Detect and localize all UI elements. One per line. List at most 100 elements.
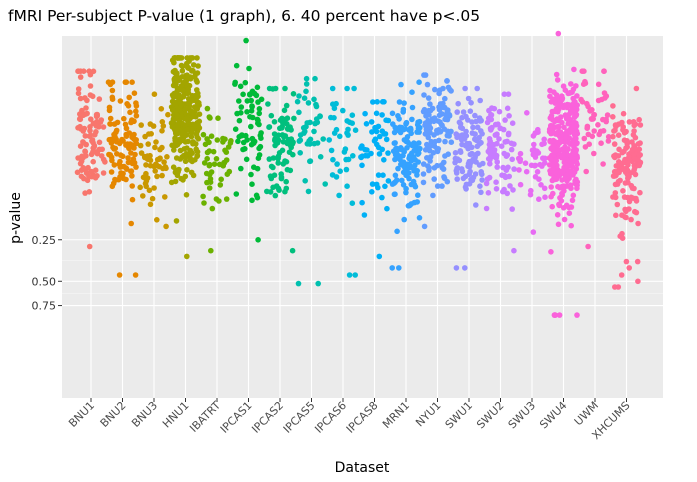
data-point: [117, 98, 124, 104]
data-point: [151, 91, 158, 97]
data-point: [246, 65, 252, 72]
data-point: [349, 200, 356, 206]
data-point: [427, 129, 433, 136]
data-point: [421, 223, 428, 230]
data-point: [277, 125, 283, 132]
data-point: [283, 185, 290, 192]
data-point: [561, 216, 568, 223]
data-point: [473, 137, 480, 144]
data-point: [352, 272, 359, 278]
data-point: [615, 132, 622, 138]
x-tick-label: SWU1: [443, 399, 475, 431]
data-point: [303, 81, 310, 87]
data-point: [637, 160, 643, 167]
data-point: [601, 68, 607, 74]
data-point: [635, 141, 642, 147]
data-point: [243, 37, 249, 44]
data-point: [633, 209, 640, 216]
data-point: [182, 106, 189, 113]
data-point: [133, 108, 139, 115]
x-axis: BNU1 BNU2 BNU3 HNU1IBATRTIPCAS1IPCAS2IPCAS5…: [66, 398, 633, 442]
data-point: [612, 190, 619, 196]
data-point: [423, 113, 429, 119]
data-point: [160, 123, 167, 129]
data-point: [610, 173, 617, 179]
data-point: [403, 167, 410, 174]
data-point: [396, 99, 403, 105]
data-point: [453, 265, 460, 271]
data-point: [82, 133, 89, 139]
data-point: [615, 284, 622, 290]
data-point: [266, 85, 273, 92]
data-point: [493, 186, 500, 192]
data-point: [541, 136, 547, 143]
data-point: [626, 265, 632, 271]
data-point: [271, 119, 278, 125]
data-point: [191, 97, 197, 104]
data-point: [331, 115, 337, 121]
data-point: [611, 153, 617, 159]
data-point: [524, 110, 530, 116]
data-point: [501, 186, 507, 193]
data-point: [584, 125, 590, 131]
data-point: [303, 75, 310, 82]
data-point: [265, 101, 271, 107]
data-point: [560, 146, 566, 152]
data-point: [296, 109, 302, 116]
data-point: [267, 189, 274, 195]
data-point: [600, 116, 606, 123]
data-point: [616, 164, 622, 170]
data-point: [363, 121, 370, 127]
data-point: [416, 129, 422, 135]
data-point: [125, 155, 131, 161]
data-point: [161, 159, 167, 165]
data-point: [329, 172, 336, 178]
data-point: [113, 127, 120, 134]
data-point: [632, 146, 639, 152]
data-point: [457, 148, 464, 154]
data-point: [392, 172, 399, 179]
data-point: [552, 131, 559, 137]
data-point: [189, 129, 195, 136]
data-point: [561, 102, 568, 108]
data-point: [404, 172, 410, 178]
data-point: [420, 161, 427, 167]
data-point: [569, 197, 576, 204]
data-point: [411, 165, 417, 172]
data-point: [108, 140, 115, 146]
data-point: [553, 176, 560, 182]
data-point: [266, 124, 272, 130]
data-point: [510, 187, 516, 193]
data-point: [247, 114, 253, 120]
x-tick-label: IPCAS8: [344, 399, 381, 436]
x-tick-label: SWU2: [474, 399, 506, 431]
data-point: [420, 179, 427, 186]
data-point: [483, 205, 490, 212]
data-point: [271, 131, 278, 137]
data-point: [214, 137, 221, 143]
data-point: [128, 168, 134, 175]
data-point: [554, 95, 561, 101]
data-point: [574, 161, 580, 167]
data-point: [541, 160, 548, 166]
data-point: [100, 124, 107, 130]
data-point: [453, 170, 460, 176]
data-point: [158, 106, 165, 112]
data-point: [495, 121, 501, 127]
data-point: [522, 160, 529, 166]
data-point: [152, 144, 158, 151]
data-point: [619, 212, 625, 218]
data-point: [635, 220, 641, 227]
data-point: [390, 121, 396, 127]
data-point: [159, 128, 165, 134]
data-point: [547, 93, 553, 100]
data-point: [96, 139, 103, 146]
data-point: [185, 65, 191, 71]
data-point: [232, 126, 239, 132]
data-point: [288, 136, 295, 142]
data-point: [622, 156, 628, 163]
data-point: [411, 147, 418, 154]
data-point: [148, 131, 154, 137]
data-point: [516, 167, 522, 173]
data-point: [611, 141, 618, 147]
